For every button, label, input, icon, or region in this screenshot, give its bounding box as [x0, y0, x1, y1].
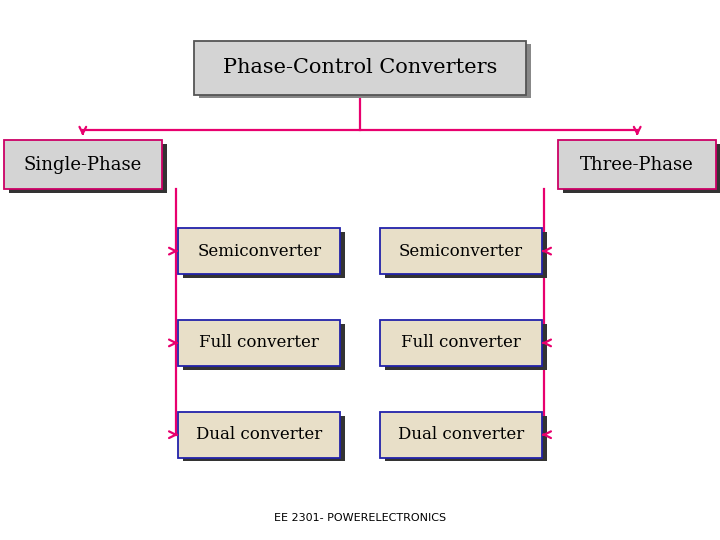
- Text: Full converter: Full converter: [199, 334, 319, 352]
- FancyBboxPatch shape: [563, 144, 720, 193]
- Text: Semiconverter: Semiconverter: [197, 242, 321, 260]
- Text: Phase-Control Converters: Phase-Control Converters: [222, 58, 498, 77]
- FancyBboxPatch shape: [380, 228, 541, 274]
- FancyBboxPatch shape: [183, 232, 346, 278]
- FancyBboxPatch shape: [183, 416, 346, 461]
- Text: EE 2301- POWERELECTRONICS: EE 2301- POWERELECTRONICS: [274, 514, 446, 523]
- FancyBboxPatch shape: [179, 411, 341, 458]
- Text: Dual converter: Dual converter: [196, 426, 323, 443]
- FancyBboxPatch shape: [384, 323, 547, 369]
- FancyBboxPatch shape: [179, 228, 341, 274]
- FancyBboxPatch shape: [558, 140, 716, 189]
- FancyBboxPatch shape: [194, 40, 526, 94]
- FancyBboxPatch shape: [380, 411, 541, 458]
- FancyBboxPatch shape: [9, 144, 167, 193]
- FancyBboxPatch shape: [384, 232, 547, 278]
- FancyBboxPatch shape: [179, 320, 341, 366]
- Text: Three-Phase: Three-Phase: [580, 156, 694, 174]
- Text: Semiconverter: Semiconverter: [399, 242, 523, 260]
- Text: Single-Phase: Single-Phase: [24, 156, 142, 174]
- FancyBboxPatch shape: [4, 140, 162, 189]
- Text: Dual converter: Dual converter: [397, 426, 524, 443]
- FancyBboxPatch shape: [199, 44, 531, 98]
- FancyBboxPatch shape: [183, 323, 346, 369]
- FancyBboxPatch shape: [380, 320, 541, 366]
- FancyBboxPatch shape: [384, 416, 547, 461]
- Text: Full converter: Full converter: [401, 334, 521, 352]
